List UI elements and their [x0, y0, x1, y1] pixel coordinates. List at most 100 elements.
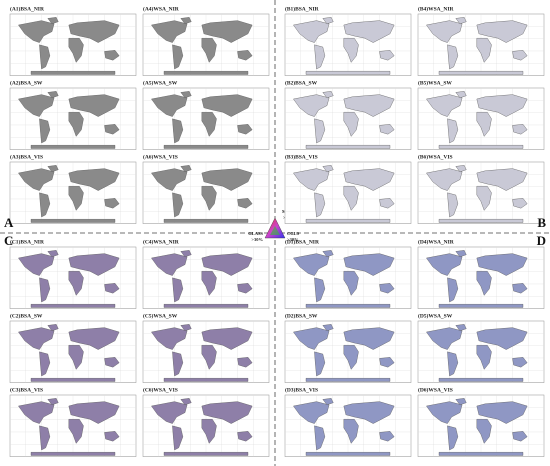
- continent: [322, 165, 334, 173]
- continent: [201, 253, 253, 276]
- continent: [201, 419, 217, 444]
- panel-label: (C6)WSA_VIS: [143, 386, 178, 393]
- continent: [68, 38, 84, 63]
- map: [9, 394, 137, 457]
- map: [142, 394, 270, 457]
- continent: [237, 198, 253, 209]
- continent: [18, 168, 55, 191]
- map: [417, 320, 545, 383]
- continent: [201, 94, 253, 117]
- continent: [343, 168, 395, 191]
- map-panel: (A5)WSA_SW: [142, 79, 270, 150]
- map: [9, 87, 137, 150]
- continent: [343, 38, 359, 63]
- continent: [68, 419, 84, 444]
- map-panel: (C5)WSA_SW: [142, 312, 270, 383]
- map-panel: (A1)BSA_NIR: [9, 5, 137, 76]
- continent: [180, 324, 192, 332]
- panel-label: (C2)BSA_SW: [10, 312, 43, 319]
- map: [142, 161, 270, 224]
- continent: [30, 145, 116, 149]
- continent: [18, 327, 55, 350]
- continent: [293, 20, 330, 43]
- continent: [201, 168, 253, 191]
- map-panel: (A2)BSA_SW: [9, 79, 137, 150]
- continent: [201, 401, 253, 424]
- continent: [305, 304, 391, 308]
- continent: [379, 283, 395, 294]
- continent: [305, 378, 391, 382]
- map-panel: (A3)BSA_VIS: [9, 153, 137, 224]
- legend-left: GLASS: [248, 231, 263, 236]
- continent: [68, 253, 120, 276]
- continent: [426, 253, 463, 276]
- map-panel: (B5)WSA_SW: [417, 79, 545, 150]
- continent: [151, 327, 188, 350]
- continent: [201, 20, 253, 43]
- map-panel: (C2)BSA_SW: [9, 312, 137, 383]
- continent: [447, 351, 459, 377]
- continent: [476, 38, 492, 63]
- continent: [476, 345, 492, 370]
- continent: [512, 283, 528, 294]
- panel-label: (D1)BSA_NIR: [285, 238, 320, 245]
- continent: [426, 20, 463, 43]
- continent: [201, 345, 217, 370]
- quadrant-letter: D: [537, 233, 546, 248]
- continent: [426, 168, 463, 191]
- continent: [447, 118, 459, 144]
- continent: [314, 277, 326, 303]
- map-panel: (D4)WSA_NIR: [417, 238, 545, 309]
- panel-label: (B6)WSA_VIS: [418, 153, 453, 160]
- legend-right: CGLS: [287, 231, 300, 236]
- continent: [163, 452, 249, 456]
- continent: [180, 17, 192, 25]
- map: [9, 161, 137, 224]
- continent: [438, 304, 524, 308]
- map-panel: (D1)BSA_NIR: [284, 238, 412, 309]
- map: [284, 161, 412, 224]
- map: [417, 87, 545, 150]
- panel-label: (C1)BSA_NIR: [10, 238, 45, 245]
- map: [142, 246, 270, 309]
- continent: [379, 50, 395, 61]
- continent: [512, 50, 528, 61]
- continent: [39, 277, 51, 303]
- panel-label: (C4)WSA_NIR: [143, 238, 180, 245]
- continent: [455, 165, 467, 173]
- map: [417, 246, 545, 309]
- continent: [476, 186, 492, 211]
- continent: [47, 91, 59, 99]
- map-panel: (D5)WSA_SW: [417, 312, 545, 383]
- continent: [343, 112, 359, 137]
- continent: [476, 271, 492, 296]
- map: [142, 87, 270, 150]
- continent: [39, 351, 51, 377]
- map-panel: (D3)BSA_VIS: [284, 386, 412, 457]
- continent: [343, 94, 395, 117]
- map-panel: (B4)WSA_NIR: [417, 5, 545, 76]
- continent: [104, 50, 120, 61]
- map-panel: (D2)BSA_SW: [284, 312, 412, 383]
- continent: [237, 283, 253, 294]
- map-panel: (B3)BSA_VIS: [284, 153, 412, 224]
- continent: [47, 165, 59, 173]
- continent: [151, 20, 188, 43]
- map: [9, 320, 137, 383]
- continent: [343, 20, 395, 43]
- continent: [322, 17, 334, 25]
- continent: [476, 253, 528, 276]
- continent: [68, 20, 120, 43]
- continent: [39, 425, 51, 451]
- continent: [151, 94, 188, 117]
- continent: [343, 419, 359, 444]
- continent: [314, 118, 326, 144]
- map: [9, 13, 137, 76]
- map-panel: (B2)BSA_SW: [284, 79, 412, 150]
- continent: [438, 452, 524, 456]
- map: [417, 161, 545, 224]
- continent: [201, 38, 217, 63]
- continent: [293, 168, 330, 191]
- legend-right-value: >30%: [287, 237, 299, 242]
